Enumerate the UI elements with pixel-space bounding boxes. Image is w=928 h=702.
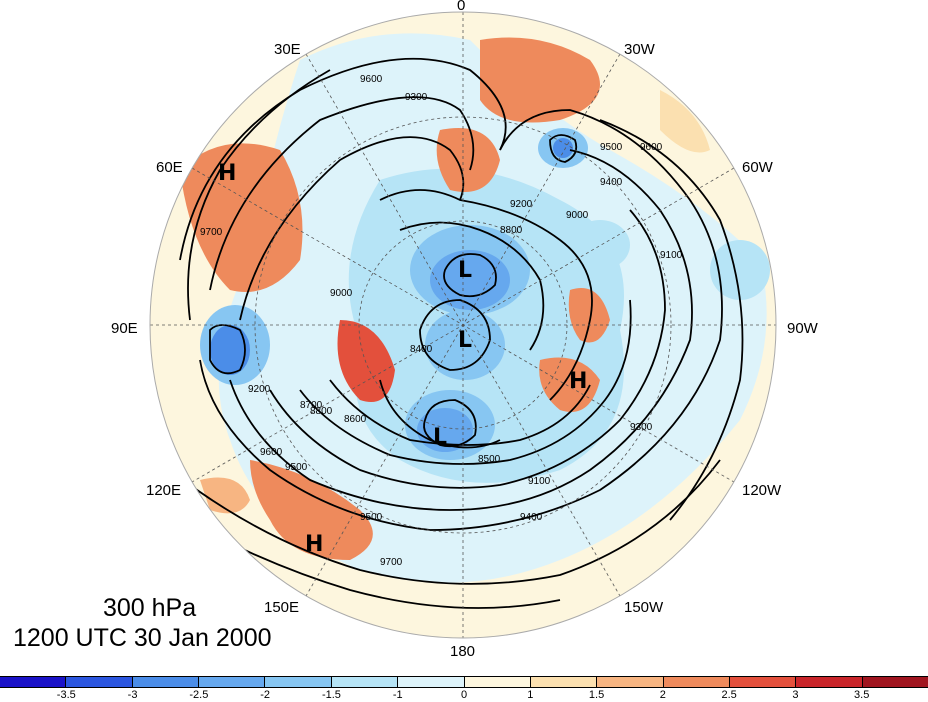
colorbar-tick-label: 0	[460, 689, 468, 701]
colorbar-tick-label: -2.5	[189, 689, 209, 701]
colorbar-tick-label: 3	[792, 689, 799, 701]
lon-label-0: 0	[457, 0, 466, 14]
colorbar-segment	[464, 677, 531, 687]
lon-label-60e: 60E	[156, 159, 183, 176]
contour-label: 8800	[500, 225, 523, 236]
contour-label: 8500	[478, 454, 501, 465]
contour-label: 9600	[640, 142, 663, 153]
shaded-anomaly-field	[150, 12, 776, 638]
contour-label: 9500	[600, 142, 623, 153]
colorbar-segment	[597, 677, 664, 687]
contour-label: 9700	[200, 227, 223, 238]
contour-label: 9400	[520, 512, 543, 523]
contour-label: 9600	[260, 447, 283, 458]
lon-label-30w: 30W	[624, 41, 655, 58]
contour-label: 9500	[285, 462, 308, 473]
map-boundary	[149, 11, 777, 639]
contour-label: 9300	[405, 92, 428, 103]
contour-label: 9000	[566, 210, 589, 221]
colorbar-segment	[265, 677, 332, 687]
contour-label: 8600	[344, 414, 367, 425]
contour-label: 9300	[630, 422, 653, 433]
colorbar-segment	[0, 677, 67, 687]
colorbar-tick-labels: -3.5 -3 -2.5 -2 -1.5 -1 0 1 1.5 2 2.5 3 3.5	[0, 689, 928, 702]
colorbar-tick-label: -1.5	[321, 689, 341, 701]
colorbar-segment	[398, 677, 465, 687]
colorbar-tick-label: -1	[392, 689, 403, 701]
colorbar-tick-label: 1.5	[588, 689, 605, 701]
contour-label: 9100	[528, 476, 551, 487]
contour-label: 8800	[310, 406, 333, 417]
height-contours	[150, 57, 744, 609]
contour-label: 8400	[410, 344, 433, 355]
contour-label: 9500	[360, 512, 383, 523]
colorbar-segment	[66, 677, 133, 687]
lon-label-150e: 150E	[264, 599, 300, 616]
colorbar-tick-label: -3.5	[56, 689, 76, 701]
contour-label: 8700	[300, 400, 323, 411]
low-center-marker: L	[433, 425, 448, 450]
high-center-marker: H	[569, 369, 588, 394]
lon-label-150w: 150W	[624, 599, 664, 616]
contour-label: 9600	[360, 74, 383, 85]
map-time-title: 1200 UTC 30 Jan 2000	[13, 624, 272, 652]
contour-label: 9200	[510, 199, 533, 210]
colorbar-segment	[796, 677, 863, 687]
contour-label: 9700	[380, 557, 403, 568]
lon-label-180: 180	[450, 643, 476, 660]
colorbar-tick-label: -2	[260, 689, 271, 701]
lon-label-90e: 90E	[111, 320, 138, 337]
colorbar-segment	[862, 677, 928, 687]
lon-label-120w: 120W	[742, 482, 782, 499]
colorbar-segment	[663, 677, 730, 687]
colorbar-segment	[132, 677, 200, 687]
colorbar-segment	[199, 677, 266, 687]
map-level-title: 300 hPa	[103, 594, 197, 622]
colorbar-tick-label: 1	[527, 689, 534, 701]
high-center-marker: H	[218, 161, 237, 186]
lon-label-90w: 90W	[787, 320, 818, 337]
contour-label: 9100	[660, 250, 683, 261]
colorbar-segment	[729, 677, 797, 687]
colorbar-tick-label: -3	[127, 689, 138, 701]
contour-label: 9000	[330, 288, 353, 299]
high-center-marker: H	[305, 532, 324, 557]
colorbar-tick-label: 2	[659, 689, 666, 701]
lon-label-60w: 60W	[742, 159, 773, 176]
contour-label: 9200	[248, 384, 271, 395]
colorbar-segment	[331, 677, 399, 687]
colorbar-tick-label: 3.5	[854, 689, 870, 701]
colorbar-segment	[530, 677, 598, 687]
contour-label: 9400	[600, 177, 623, 188]
lon-label-30e: 30E	[274, 41, 301, 58]
colorbar	[0, 676, 928, 688]
lon-label-120e: 120E	[146, 482, 182, 499]
graticule	[150, 12, 776, 638]
low-center-marker: L	[458, 328, 473, 353]
colorbar-tick-label: 2.5	[721, 689, 737, 701]
low-center-marker: L	[458, 258, 473, 283]
